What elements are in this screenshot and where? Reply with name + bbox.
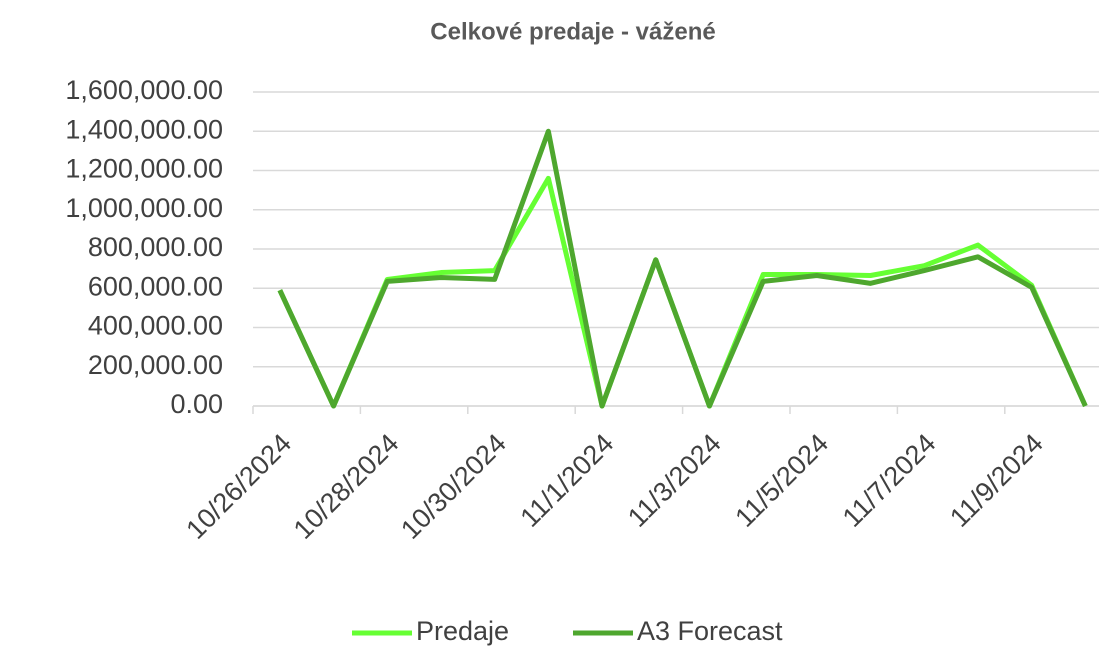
y-tick-label: 1,400,000.00 [65, 114, 223, 144]
x-tick-label: 10/26/2024 [180, 428, 297, 545]
x-tick-label: 11/5/2024 [729, 428, 834, 533]
x-tick-label: 11/9/2024 [944, 428, 1049, 533]
x-tick-label: 11/7/2024 [837, 428, 942, 533]
y-tick-label: 1,200,000.00 [65, 154, 223, 184]
x-tick-label: 11/3/2024 [622, 428, 727, 533]
series-line [277, 128, 1088, 409]
y-tick-label: 0.00 [170, 389, 223, 419]
y-tick-label: 1,000,000.00 [65, 193, 223, 223]
legend-label: A3 Forecast [637, 616, 783, 646]
y-tick-label: 200,000.00 [88, 350, 223, 380]
y-tick-label: 400,000.00 [88, 311, 223, 341]
series-line [277, 175, 1088, 409]
legend-label: Predaje [416, 616, 509, 646]
y-tick-label: 1,600,000.00 [65, 75, 223, 105]
chart-title: Celkové predaje - vážené [430, 18, 715, 45]
y-tick-label: 800,000.00 [88, 232, 223, 262]
x-tick-label: 10/30/2024 [395, 428, 512, 545]
x-tick-label: 11/1/2024 [515, 428, 620, 533]
x-tick-label: 10/28/2024 [288, 428, 405, 545]
y-tick-label: 600,000.00 [88, 271, 223, 301]
